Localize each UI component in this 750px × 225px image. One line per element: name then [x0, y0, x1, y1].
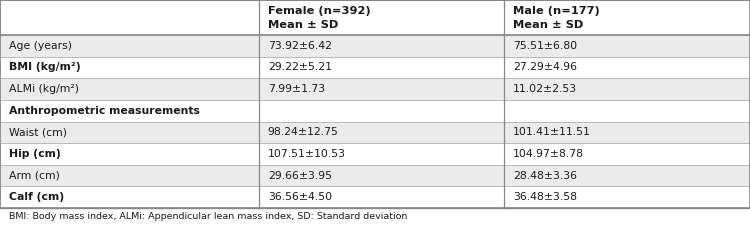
Text: 29.22±5.21: 29.22±5.21	[268, 62, 332, 72]
Bar	[504, 143, 750, 165]
Bar	[504, 35, 750, 56]
Text: 101.41±11.51: 101.41±11.51	[513, 127, 591, 137]
Bar	[0, 78, 259, 100]
Text: 11.02±2.53: 11.02±2.53	[513, 84, 578, 94]
Bar	[0, 208, 750, 225]
Text: Anthropometric measurements: Anthropometric measurements	[9, 106, 200, 116]
Bar	[504, 78, 750, 100]
Bar	[504, 122, 750, 143]
Text: Male (n=177): Male (n=177)	[513, 6, 600, 16]
Text: 36.48±3.58: 36.48±3.58	[513, 192, 577, 202]
Bar	[504, 165, 750, 187]
Bar	[259, 35, 504, 56]
Text: 98.24±12.75: 98.24±12.75	[268, 127, 339, 137]
Bar	[504, 187, 750, 208]
Text: 27.29±4.96: 27.29±4.96	[513, 62, 577, 72]
Text: Calf (cm): Calf (cm)	[9, 192, 64, 202]
Text: Hip (cm): Hip (cm)	[9, 149, 61, 159]
Text: 75.51±6.80: 75.51±6.80	[513, 41, 578, 51]
Bar	[0, 143, 259, 165]
Bar	[0, 122, 259, 143]
Bar	[0, 100, 750, 122]
Text: 104.97±8.78: 104.97±8.78	[513, 149, 584, 159]
Text: 107.51±10.53: 107.51±10.53	[268, 149, 346, 159]
Bar	[259, 78, 504, 100]
Bar	[0, 165, 259, 187]
Text: Female (n=392): Female (n=392)	[268, 6, 370, 16]
Bar	[0, 56, 259, 78]
Text: Age (years): Age (years)	[9, 41, 72, 51]
Text: BMI: Body mass index, ALMi: Appendicular lean mass index, SD: Standard deviation: BMI: Body mass index, ALMi: Appendicular…	[9, 212, 407, 221]
Text: 73.92±6.42: 73.92±6.42	[268, 41, 332, 51]
Text: BMI (kg/m²): BMI (kg/m²)	[9, 62, 81, 72]
Text: ALMi (kg/m²): ALMi (kg/m²)	[9, 84, 79, 94]
Text: Waist (cm): Waist (cm)	[9, 127, 67, 137]
Bar	[0, 187, 259, 208]
Text: 7.99±1.73: 7.99±1.73	[268, 84, 325, 94]
Bar	[259, 165, 504, 187]
Bar	[0, 35, 259, 56]
Bar	[259, 56, 504, 78]
Text: 28.48±3.36: 28.48±3.36	[513, 171, 577, 181]
Text: 29.66±3.95: 29.66±3.95	[268, 171, 332, 181]
Bar	[504, 56, 750, 78]
Bar	[259, 187, 504, 208]
Bar	[259, 143, 504, 165]
Text: Arm (cm): Arm (cm)	[9, 171, 60, 181]
Text: Mean ± SD: Mean ± SD	[513, 20, 584, 30]
Bar	[259, 122, 504, 143]
Text: Mean ± SD: Mean ± SD	[268, 20, 338, 30]
Text: 36.56±4.50: 36.56±4.50	[268, 192, 332, 202]
